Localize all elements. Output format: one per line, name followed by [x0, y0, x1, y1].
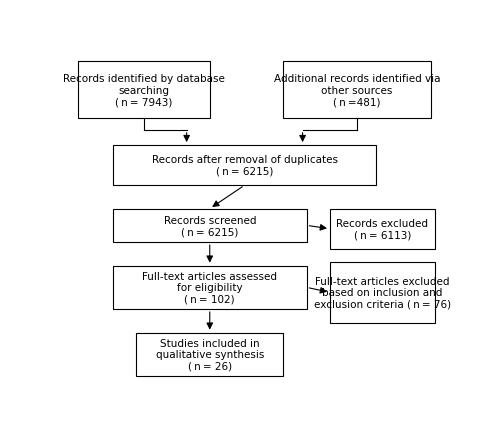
Text: Records excluded
( n = 6113): Records excluded ( n = 6113): [336, 218, 428, 240]
FancyBboxPatch shape: [113, 209, 306, 243]
Text: Full-text articles assessed
for eligibility
( n = 102): Full-text articles assessed for eligibil…: [142, 271, 277, 304]
FancyBboxPatch shape: [284, 62, 430, 119]
Text: Records identified by database
searching
( n = 7943): Records identified by database searching…: [63, 74, 225, 107]
FancyBboxPatch shape: [330, 263, 434, 323]
FancyBboxPatch shape: [330, 209, 434, 249]
Text: Additional records identified via
other sources
( n =481): Additional records identified via other …: [274, 74, 440, 107]
FancyBboxPatch shape: [78, 62, 210, 119]
FancyBboxPatch shape: [136, 333, 284, 376]
Text: Records after removal of duplicates
( n = 6215): Records after removal of duplicates ( n …: [152, 155, 338, 177]
Text: Studies included in
qualitative synthesis
( n = 26): Studies included in qualitative synthesi…: [156, 338, 264, 371]
Text: Records screened
( n = 6215): Records screened ( n = 6215): [164, 215, 256, 237]
FancyBboxPatch shape: [113, 266, 306, 309]
FancyBboxPatch shape: [113, 146, 376, 186]
Text: Full-text articles excluded
based on inclusion and
exclusion criteria ( n = 76): Full-text articles excluded based on inc…: [314, 276, 451, 309]
